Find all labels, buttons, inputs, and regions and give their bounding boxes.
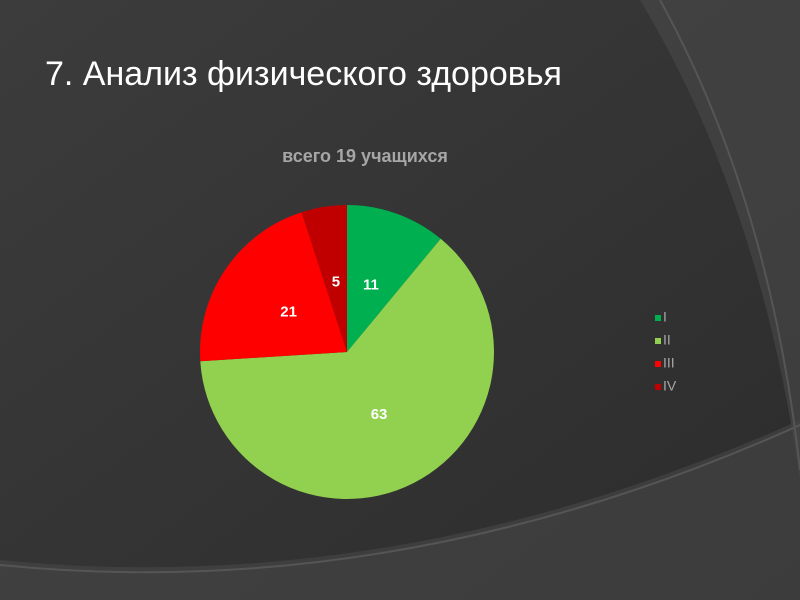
chart-title: всего 19 учащихся: [282, 146, 448, 166]
data-label: 21: [280, 303, 297, 320]
decor-band: [640, 0, 800, 480]
data-label: 63: [371, 406, 388, 423]
legend-swatch: [655, 384, 661, 390]
slide-title: 7. Анализ физического здоровья: [45, 55, 562, 93]
decor-band: [0, 420, 800, 600]
decor-line: [659, 0, 800, 471]
pie-slice: [200, 238, 494, 499]
data-label: 11: [363, 277, 379, 294]
legend-label: I: [663, 309, 667, 325]
pie-slice: [199, 212, 347, 362]
decor-line: [0, 424, 800, 574]
pie-slice: [347, 205, 441, 352]
legend-label: II: [663, 332, 671, 348]
legend-label: III: [663, 355, 675, 371]
legend-swatch: [655, 361, 661, 367]
legend-swatch: [655, 315, 661, 321]
data-label: 5: [332, 273, 340, 290]
pie-slice: [301, 205, 347, 352]
legend-label: IV: [663, 378, 677, 394]
legend-swatch: [655, 338, 661, 344]
